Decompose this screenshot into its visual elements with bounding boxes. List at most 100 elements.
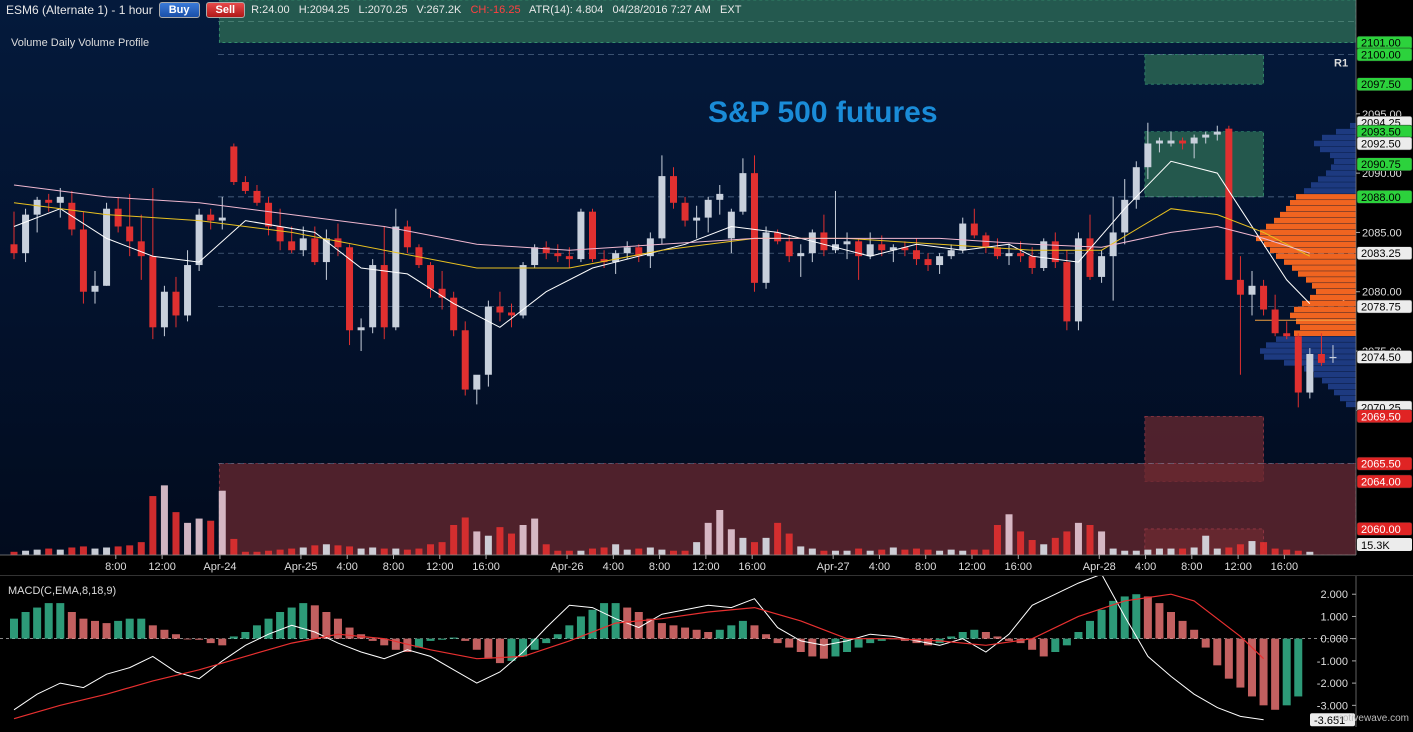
candle-body [936,256,944,266]
candle-body [45,199,53,203]
indicator-label: Volume Daily Volume Profile [11,37,150,49]
volume-bar [45,548,53,555]
profile-bin [1318,176,1356,182]
macd-histogram-bar [657,623,666,639]
price-tag [1356,47,1413,62]
volume-bar [322,544,330,555]
price-panel[interactable]: R1PS&P 500 futures2095.002090.002085.002… [0,0,1413,575]
macd-histogram-bar [1039,638,1048,657]
volume-bar [993,525,1001,555]
candle-body [1225,128,1233,280]
time-tick-label: Apr-25 [284,561,317,573]
profile-bin [1346,401,1356,408]
macd-histogram-bar [970,629,979,639]
macd-chart[interactable]: MACD(C,EMA,8,18,9) 2.000 1.000 0.000 -1.000 -… [0,573,1413,727]
macd-histogram-bar [727,625,736,639]
volume-bar [508,533,516,555]
candle-body [924,259,932,266]
time-tick-label: 8:00 [649,561,670,573]
volume-bar [473,531,481,555]
volume-bar [912,548,920,555]
volume-bar [218,490,226,555]
price-tag-label: 2083.25 [1361,248,1401,260]
profile-bin [1340,395,1356,402]
volume-bar [1028,540,1036,555]
price-chart[interactable]: R1PS&P 500 futures2095.002090.002085.002… [0,0,1413,575]
profile-bin [1290,312,1356,319]
volume-bar [959,550,967,555]
stat-low: L:2070.25 [358,4,408,16]
price-tag-label: 2097.50 [1361,79,1401,91]
volume-bar [1271,548,1279,555]
candle-body [114,208,122,227]
candle-body [380,265,388,328]
macd-histogram-bar [507,638,516,661]
macd-histogram-bar [414,638,423,648]
candle-body [172,291,180,316]
candle-body [346,247,354,331]
time-tick-label: 8:00 [915,561,936,573]
profile-bin [1320,146,1356,153]
candle-body [496,306,504,313]
macd-histogram-bar [611,603,620,639]
profile-bin [1298,271,1356,277]
volume-bar [797,546,805,555]
resistance-zone-2 [1144,131,1264,198]
buy-button[interactable]: Buy [158,2,200,18]
time-tick-label: Apr-27 [817,561,850,573]
stat-session: EXT [720,4,742,16]
macd-histogram-bar [21,612,30,639]
time-tick-label: 4:00 [337,561,358,573]
volume-bar [311,545,319,555]
volume-bar [380,548,388,555]
macd-tick-label: 2.000 [1320,589,1348,601]
macd-histogram-bar [368,638,377,641]
macd-histogram-bar [438,638,447,640]
volume-bar [519,525,527,555]
volume-bar [114,546,122,555]
macd-histogram-bar [1167,612,1175,639]
volume-bar [542,544,550,555]
macd-histogram-bar [137,618,146,639]
macd-histogram-bar [1294,638,1303,697]
macd-histogram-bar [1051,638,1060,652]
candle-body [947,250,955,257]
time-tick-label: 12:00 [426,561,454,573]
macd-histogram-bar [1201,638,1210,648]
volume-bar [160,485,168,555]
candle-body [207,214,215,221]
macd-panel[interactable]: MACD(C,EMA,8,18,9) 2.000 1.000 0.000 -1.000 -… [0,573,1413,727]
volume-tag [1357,538,1412,551]
volume-bar [299,547,307,555]
candle-body [311,238,319,263]
profile-bin [1266,342,1356,348]
candle-body [450,297,458,331]
time-tick-label: 12:00 [692,561,720,573]
macd-histogram-bar [264,618,273,639]
candle-body [10,244,18,254]
candle-body [693,217,701,221]
macd-histogram-bar [195,638,204,640]
macd-histogram-bar [322,612,331,639]
candle-body [1294,336,1302,393]
time-tick-label: Apr-26 [551,561,584,573]
time-tick-label: 4:00 [603,561,624,573]
volume-bar [831,550,839,555]
candle-body [681,202,689,221]
moving-average-2 [13,184,1310,254]
profile-bin [1304,366,1356,372]
volume-bar [184,522,192,555]
candle-body [912,250,920,260]
macd-histogram-bar [750,625,759,639]
candle-body [1074,238,1082,322]
candle-body [808,232,816,254]
time-tick-label: 4:00 [869,561,890,573]
price-tag-label: 2064.00 [1361,476,1401,488]
macd-histogram-bar [276,612,285,639]
candle-body [1005,253,1013,257]
price-tag-label: 2074.50 [1361,352,1401,364]
profile-bin [1304,188,1356,194]
macd-histogram-bar [252,625,261,639]
sell-button[interactable]: Sell [205,2,246,18]
stat-atr: ATR(14): 4.804 [529,4,604,16]
